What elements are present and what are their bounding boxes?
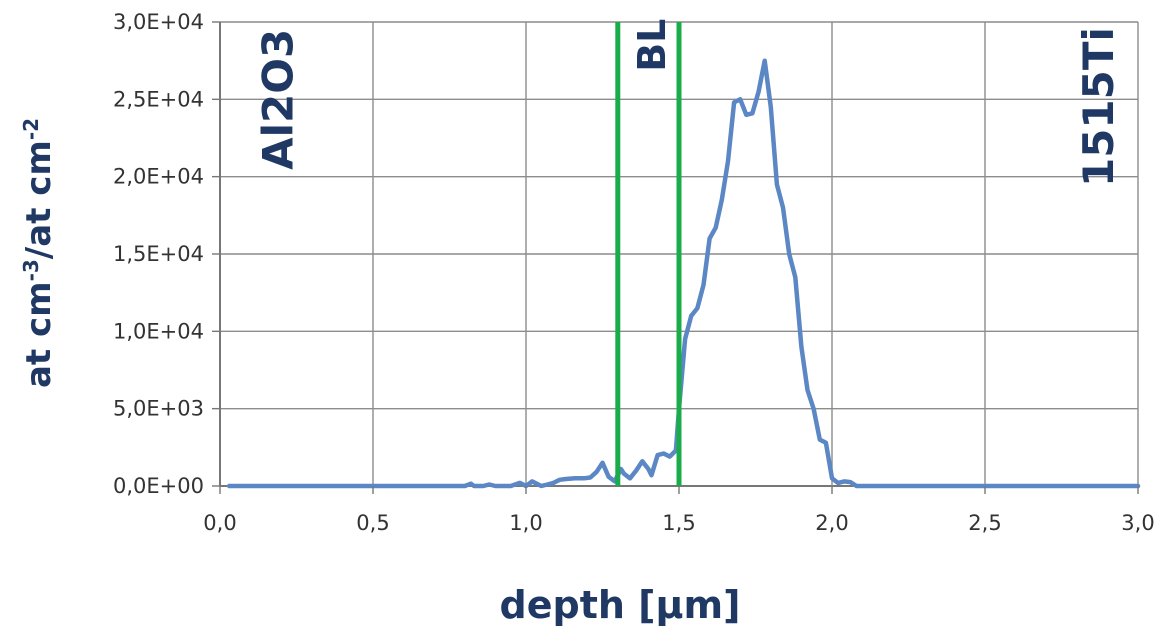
annotation-label: Al2O3 — [254, 29, 303, 170]
y-tick-label: 2,5E+04 — [113, 87, 204, 111]
y-axis-title-part: at cm — [19, 281, 59, 388]
region-annotations: Al2O3 BL 1515Ti — [254, 19, 1123, 187]
x-tick-label: 1,0 — [509, 511, 542, 535]
depth-profile-line — [226, 58, 1141, 489]
y-axis-title-exponent: -2 — [19, 118, 43, 140]
annotation-label: 1515Ti — [1074, 27, 1123, 187]
x-tick-label: 2,0 — [815, 511, 848, 535]
y-axis-title-exponent: -3 — [19, 259, 43, 281]
x-axis-title: depth [µm] — [500, 583, 741, 627]
annotation-label: BL — [630, 19, 674, 72]
y-tick-label: 5,0E+03 — [113, 397, 204, 421]
x-tick-label: 2,5 — [968, 511, 1001, 535]
y-axis-title-part: /at cm — [19, 140, 59, 259]
y-tick-label: 1,0E+04 — [113, 319, 204, 343]
boundary-lines — [615, 22, 682, 486]
y-tick-label: 2,0E+04 — [113, 165, 204, 189]
y-tick-label: 1,5E+04 — [113, 242, 204, 266]
y-tick-label: 3,0E+04 — [113, 10, 204, 34]
y-axis-title: at cm-3/at cm-2 — [19, 118, 59, 388]
x-tick-label: 0,5 — [356, 511, 389, 535]
x-tick-label: 0,0 — [203, 511, 236, 535]
y-tick-label: 0,0E+00 — [113, 474, 204, 498]
x-tick-label: 1,5 — [662, 511, 695, 535]
x-tick-label: 3,0 — [1121, 511, 1154, 535]
axis-ticks: 0,0E+00 5,0E+03 1,0E+04 1,5E+04 2,0E+04 2,5E+… — [113, 10, 1155, 535]
data-series — [226, 58, 1141, 489]
